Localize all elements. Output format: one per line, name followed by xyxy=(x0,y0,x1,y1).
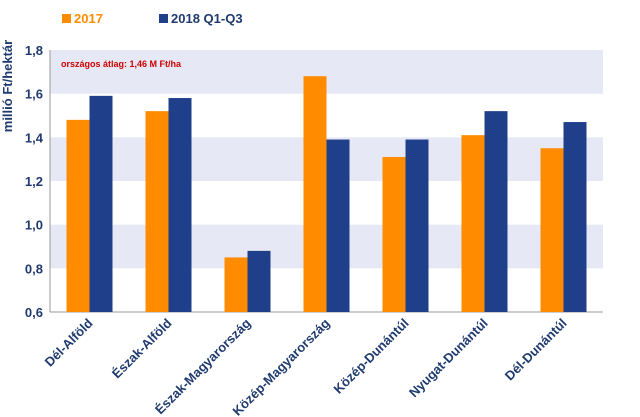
x-category-label: Nyugat-Dunántúl xyxy=(406,316,491,401)
y-tick-label: 1,0 xyxy=(25,218,43,233)
y-tick-labels: 0,6 0,8 1,0 1,2 1,4 1,6 1,8 xyxy=(25,43,44,320)
legend-label-2017: 2017 xyxy=(74,11,103,26)
bar-2017-4 xyxy=(303,76,327,312)
x-category-label: Dél-Alföld xyxy=(42,315,96,369)
bar-2018-7 xyxy=(563,122,587,312)
y-axis-label: millió Ft/hektár xyxy=(0,40,15,132)
x-category-labels: Dél-Alföld Észak-AlföldÉszak-Magyarország… xyxy=(42,315,570,417)
bar-2018-1 xyxy=(89,95,113,312)
y-tick-label: 1,4 xyxy=(25,130,44,145)
bar-2017-2 xyxy=(145,111,169,312)
y-tick-label: 0,6 xyxy=(25,305,43,320)
bar-2017-5 xyxy=(382,156,406,312)
y-tick-label: 0,8 xyxy=(25,261,43,276)
bar-2018-4 xyxy=(326,139,350,312)
bar-2017-1 xyxy=(66,119,90,312)
bar-2018-3 xyxy=(247,250,271,312)
bar-2017-7 xyxy=(540,148,564,312)
y-tick-label: 1,8 xyxy=(25,43,43,58)
bar-2018-5 xyxy=(405,139,429,312)
x-category-label: Észak-Alföld xyxy=(109,315,175,381)
x-category-label: Dél-Dunántúl xyxy=(502,316,570,384)
bar-2018-6 xyxy=(484,111,508,312)
y-tick-label: 1,6 xyxy=(25,87,43,102)
legend-swatch-2018 xyxy=(159,14,168,23)
legend: 2017 2018 Q1-Q3 xyxy=(62,11,243,26)
x-category-label: Közép-Dunántúl xyxy=(331,316,412,397)
y-tick-label: 1,2 xyxy=(25,174,43,189)
legend-label-2018: 2018 Q1-Q3 xyxy=(171,11,243,26)
bar-2017-3 xyxy=(224,257,248,312)
bars xyxy=(66,76,587,313)
legend-swatch-2017 xyxy=(62,14,71,23)
bar-2017-6 xyxy=(461,135,485,312)
bar-2018-2 xyxy=(168,98,192,313)
annotation-national-average: országos átlag: 1,46 M Ft/ha xyxy=(61,59,182,69)
